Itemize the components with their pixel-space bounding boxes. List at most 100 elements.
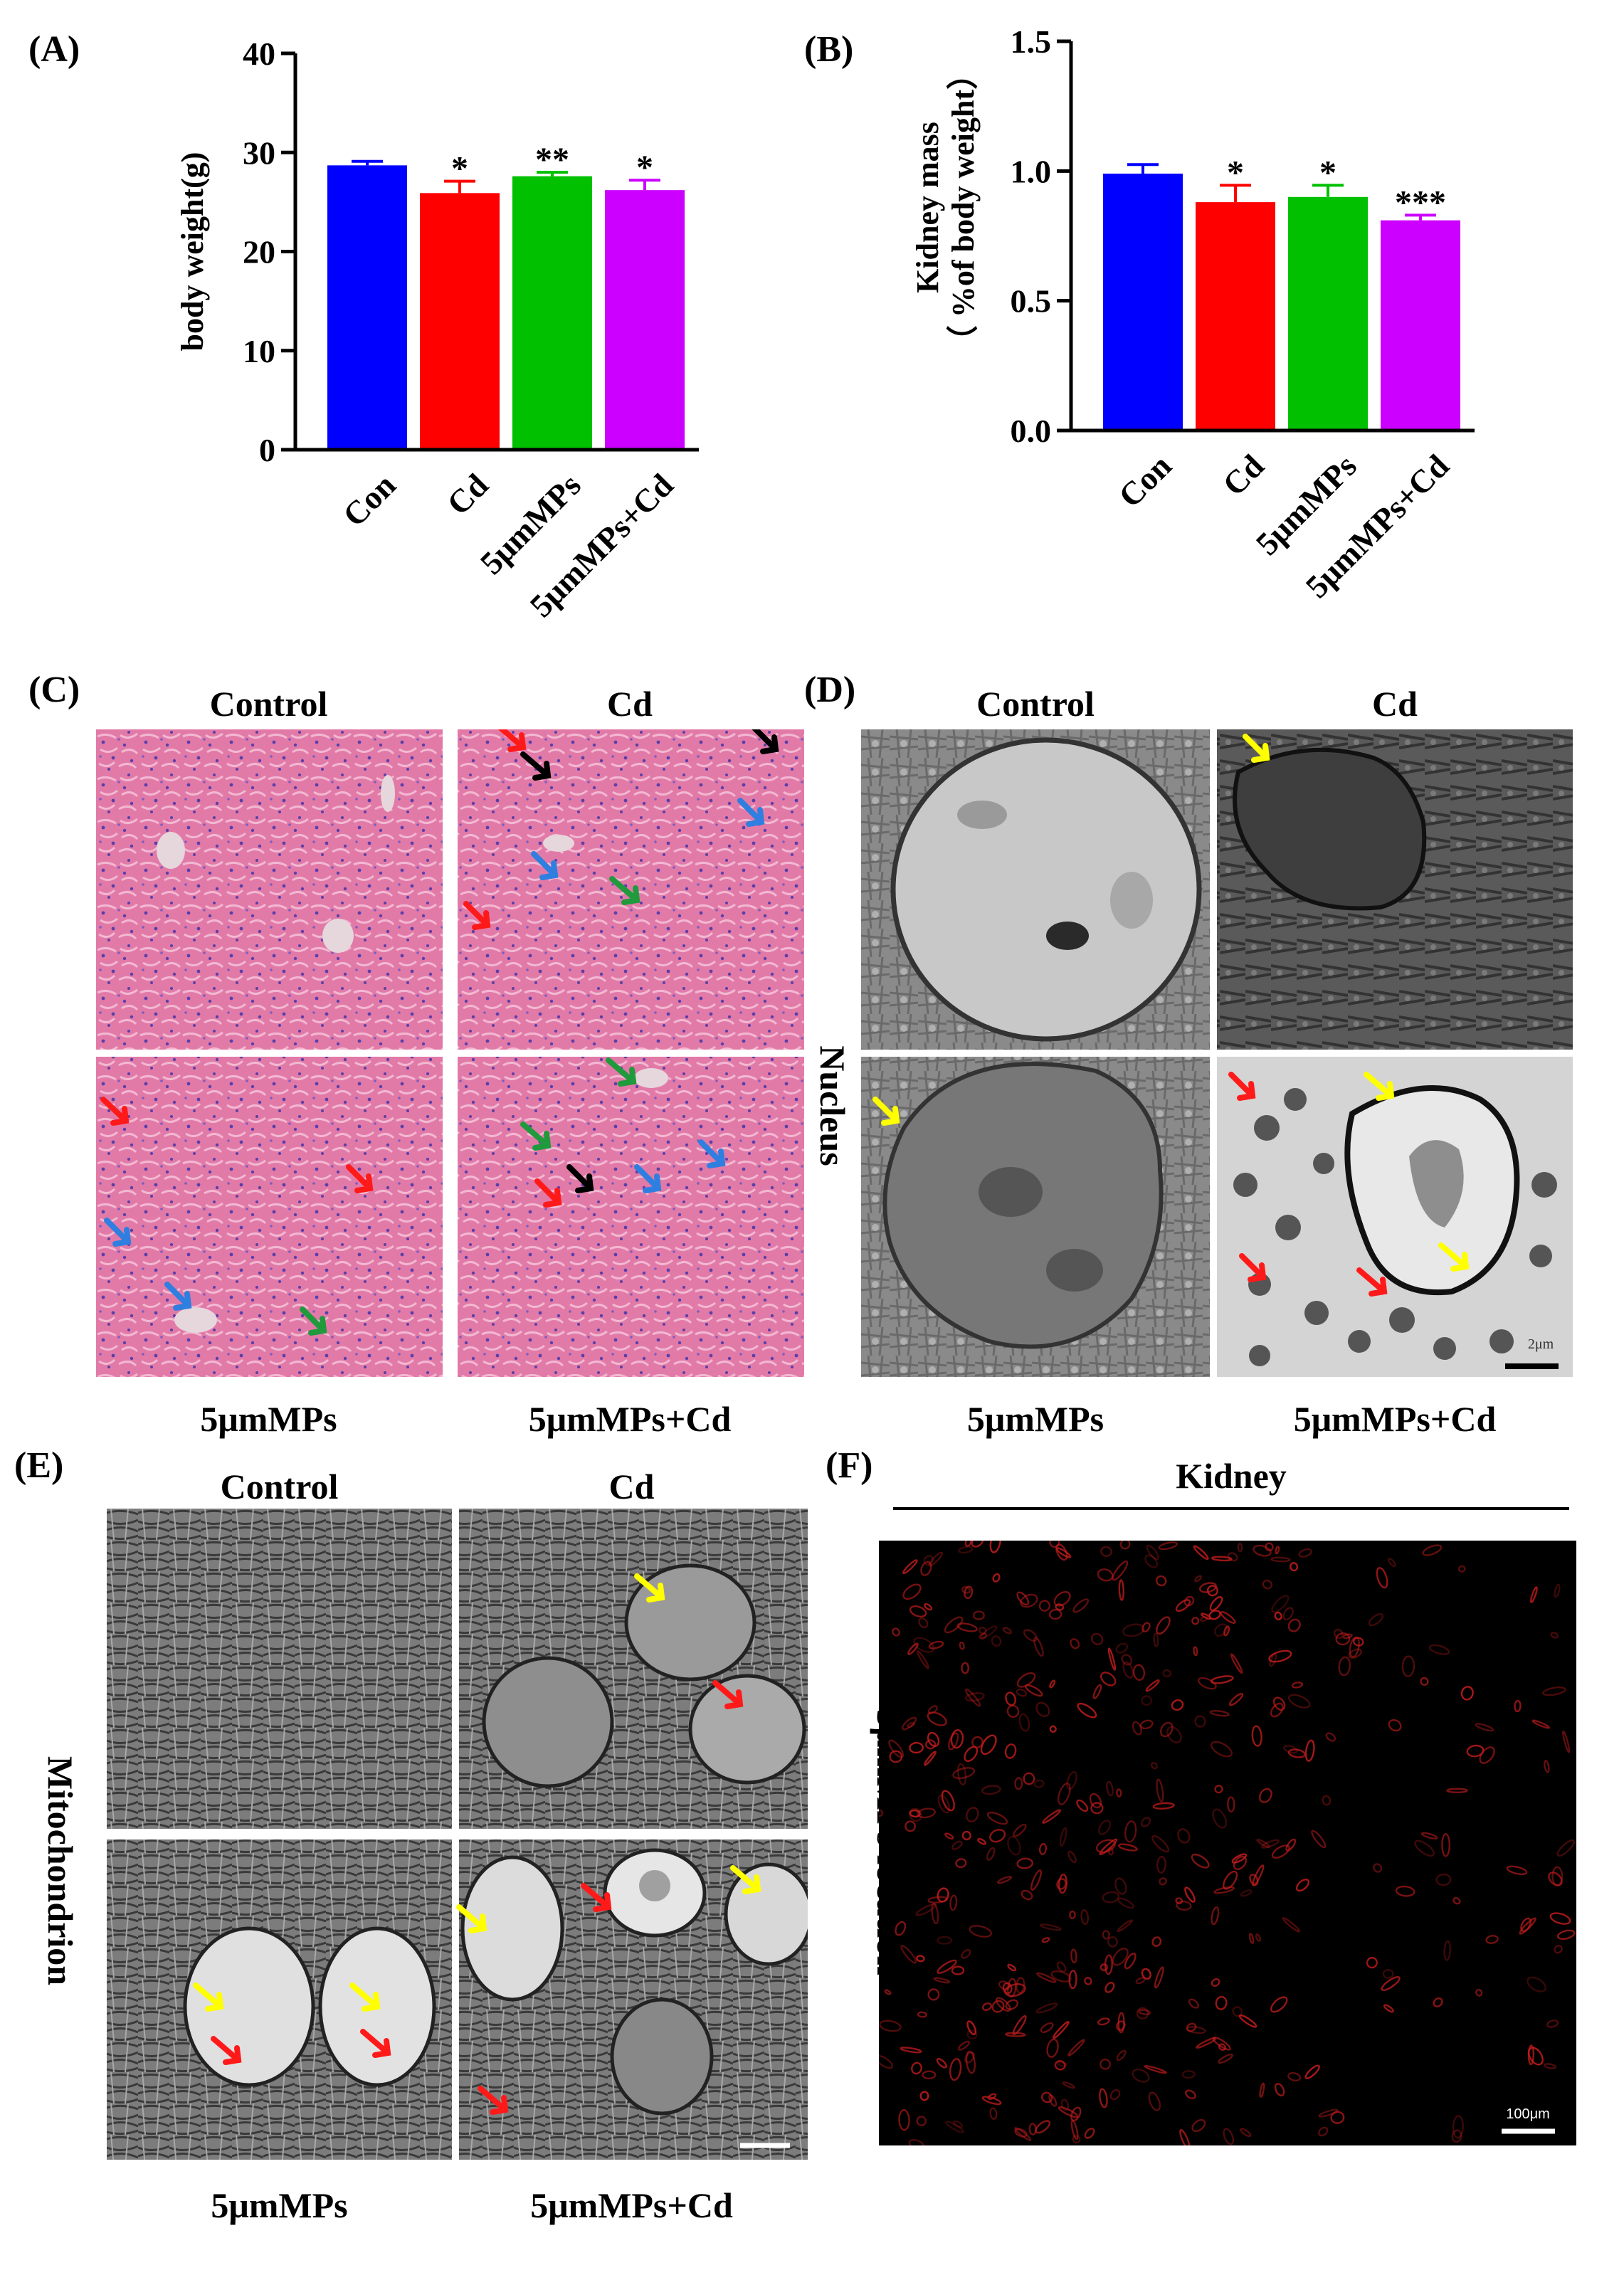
- fluorescent-particle: [937, 1959, 957, 1974]
- fluorescent-particle: [1193, 1545, 1209, 1561]
- fluorescent-particle: [1544, 1760, 1550, 1773]
- fluorescent-particle: [1322, 1795, 1332, 1806]
- fluorescent-particle: [1210, 1675, 1234, 1684]
- fluorescent-particle: [1175, 1599, 1191, 1612]
- fluorescent-particle: [1171, 1699, 1184, 1711]
- fluorescent-particle: [1107, 1936, 1118, 1948]
- fluorescent-particle: [1056, 2062, 1067, 2067]
- fluorescent-particle: [1220, 1611, 1236, 1625]
- fluorescent-particle: [1348, 1648, 1363, 1659]
- fluorescent-particle: [1475, 1988, 1483, 1997]
- fluorescent-particle: [1058, 2106, 1079, 2118]
- fluorescent-particle: [1070, 1638, 1080, 1649]
- fluorescent-particle: [981, 2096, 1002, 2106]
- fluorescent-particle: [900, 2047, 922, 2054]
- fluorescent-particle: [1441, 1833, 1450, 1857]
- fluorescent-particle: [1141, 1695, 1153, 1706]
- he-cd: [458, 729, 804, 1050]
- fluorescent-particle: [1033, 1779, 1045, 1788]
- fluorescent-particle: [978, 1626, 987, 1635]
- fluorescent-particles: [879, 1541, 1576, 2145]
- fluorescent-particle: [1122, 1661, 1134, 1679]
- fluorescent-particle: [1330, 2111, 1345, 2124]
- fluorescent-particle: [1023, 1629, 1038, 1642]
- fluorescent-particle: [1035, 2002, 1058, 2014]
- fluorescent-particle: [1138, 2009, 1151, 2015]
- fluorescent-particle: [1451, 2129, 1462, 2143]
- fluorescent-particle: [879, 2020, 902, 2032]
- fluorescent-particle: [1112, 1560, 1129, 1581]
- fluorescent-particle: [1237, 1543, 1243, 1553]
- fluorescent-particle: [964, 1692, 985, 1702]
- fluorescent-particle: [1152, 1802, 1175, 1810]
- fluorescent-particle: [1030, 1869, 1043, 1891]
- fluorescent-particle: [1238, 2014, 1257, 2028]
- fluorescent-particle: [1527, 1976, 1546, 1992]
- fluorescent-particle: [1069, 1910, 1076, 1919]
- fluorescent-particle: [1016, 1857, 1033, 1869]
- y-tick-label-1: 10: [243, 333, 275, 369]
- fluorescent-particle: [1414, 1839, 1435, 1857]
- fluorescent-particle: [1548, 1872, 1563, 1886]
- fluorescent-particle: [1016, 1672, 1036, 1688]
- fluorescent-particle: [1151, 1936, 1162, 1947]
- fluorescent-particle: [927, 1731, 940, 1747]
- fluorescent-particle: [922, 2070, 937, 2080]
- fluorescent-particle: [1249, 1874, 1259, 1886]
- fluorescent-particle: [907, 1721, 915, 1728]
- y-tick-label-4: 40: [243, 36, 275, 72]
- fluorescent-particle: [1124, 1953, 1137, 1970]
- fluorescent-particle: [1090, 1632, 1104, 1646]
- fluorescent-particle: [1040, 2022, 1054, 2034]
- fluorescent-particle: [1166, 1726, 1182, 1743]
- fluorescent-particle: [1159, 1877, 1167, 1886]
- fluorescent-particle: [1056, 1961, 1067, 1973]
- fluorescent-particle: [1259, 2082, 1265, 2098]
- fluorescent-particle: [1056, 1878, 1067, 1890]
- fluorescent-particle: [1420, 1677, 1429, 1686]
- fluorescent-particle: [1090, 1802, 1104, 1815]
- bar-1: [1196, 202, 1275, 431]
- fluorescent-particle: [1115, 1642, 1128, 1654]
- fluorescent-particle: [884, 1989, 892, 1995]
- fluorescent-particle: [1107, 1647, 1117, 1671]
- fluorescent-particle: [964, 1541, 972, 1547]
- bar-2: [1288, 196, 1368, 431]
- fluorescent-particle: [971, 1736, 984, 1748]
- fluorescent-particle: [1016, 1977, 1025, 1994]
- fluorescent-particle: [1191, 1853, 1210, 1869]
- fluorescent-particle: [1209, 1710, 1230, 1717]
- fluorescent-particle: [1006, 1978, 1017, 1998]
- fluorescent-particle: [1060, 2099, 1070, 2111]
- fluorescent-particle: [1112, 1948, 1129, 1966]
- fluorescent-particle: [1274, 1611, 1282, 1620]
- fluorescent-particle: [1028, 2123, 1037, 2136]
- fluorescent-particle: [1200, 1616, 1208, 1622]
- fluorescent-particle: [1144, 2065, 1167, 2074]
- fluorescent-particle: [1218, 2053, 1233, 2064]
- category-label-0: Con: [336, 467, 403, 534]
- fluorescent-particle: [1213, 1886, 1235, 1894]
- fluorescent-particle: [965, 2050, 976, 2074]
- fluorescent-particle: [1271, 1844, 1290, 1859]
- fluorescent-particle: [1100, 2058, 1111, 2070]
- fluorescent-particle: [1055, 1543, 1068, 1561]
- fluorescent-particle: [1007, 1835, 1021, 1856]
- fluorescent-particle: [1006, 1704, 1020, 1719]
- significance-3: ***: [1395, 184, 1446, 221]
- fluorescent-particle: [1049, 1725, 1057, 1733]
- fluorescent-particle: [1117, 2012, 1125, 2034]
- fluorescent-particle: [1549, 1912, 1571, 1925]
- fluorescent-particle: [1231, 1853, 1248, 1864]
- fluorescent-particle: [966, 2029, 978, 2040]
- fluorescent-particle: [956, 1622, 978, 1632]
- fluorescent-particle: [1049, 1679, 1056, 1689]
- fluorescent-particle: [1041, 2091, 1053, 2103]
- fluorescent-particle: [961, 1830, 971, 1841]
- fluorescent-particle: [1211, 1978, 1220, 1987]
- fluorescent-particle: [1084, 1977, 1092, 1985]
- he-stain-micrograph-grid: [96, 729, 804, 1377]
- bar-0: [327, 165, 407, 450]
- fluorescent-particle: [927, 1896, 949, 1904]
- fluorescent-particle: [1053, 1590, 1071, 1607]
